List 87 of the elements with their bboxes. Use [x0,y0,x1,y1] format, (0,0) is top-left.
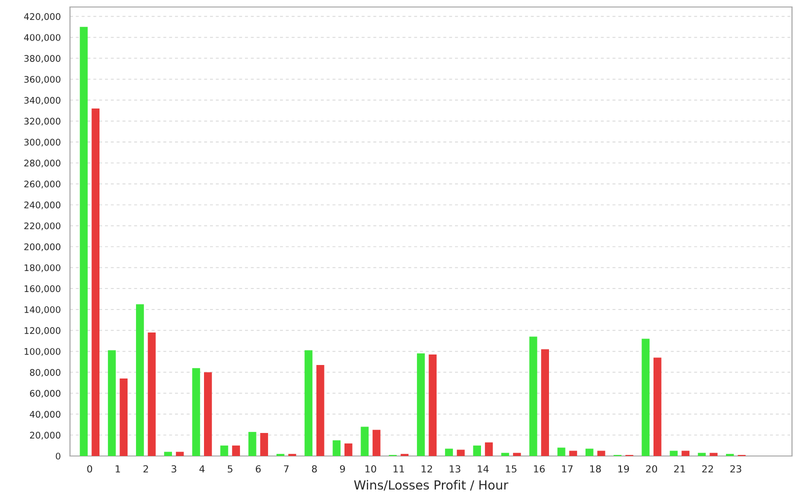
y-tick-label: 220,000 [24,222,60,230]
x-tick-label: 19 [618,465,629,473]
bar [304,350,312,456]
bar [360,426,369,456]
y-tick-label: 0 [56,452,60,460]
x-tick-label: 17 [562,465,573,472]
bar [416,353,425,456]
y-tick-label: 340,000 [24,96,60,105]
y-tick-label: 260,000 [24,180,60,188]
x-tick-label: 9 [340,465,345,473]
bar [456,450,465,456]
bar [642,338,650,456]
bar [192,368,200,456]
x-tick-label: 2 [143,465,148,472]
y-tick-label: 20,000 [30,432,60,440]
y-tick-label: 80,000 [30,369,60,377]
bar [92,108,100,456]
bar [204,372,212,456]
bar [148,332,156,456]
bar [164,452,172,456]
x-tick-label: 13 [450,465,460,473]
bar [108,350,116,456]
bar [710,452,718,456]
x-tick-label: 15 [506,465,516,473]
x-tick-label: 22 [702,465,713,472]
y-tick-label: 140,000 [24,306,60,314]
x-tick-label: 20 [646,465,658,473]
x-tick-label: 12 [422,465,432,472]
y-tick-label: 120,000 [24,327,60,335]
bar [344,443,352,456]
y-tick-label: 360,000 [24,76,60,84]
y-tick-label: 200,000 [24,243,60,252]
bar [120,378,128,456]
x-tick-label: 14 [478,465,489,472]
x-tick-label: 6 [256,465,261,473]
x-tick-label: 0 [87,465,92,473]
bar [597,450,606,456]
bar [682,450,690,456]
bar [316,364,324,456]
bar [670,450,678,456]
bar [654,358,662,456]
bar [586,448,594,456]
x-tick-label: 4 [199,465,205,472]
y-tick-label: 180,000 [24,264,60,272]
bar [428,354,437,456]
x-tick-label: 10 [365,465,376,473]
x-tick-label: 23 [730,465,742,473]
bar [541,349,549,456]
x-tick-label: 5 [228,465,232,473]
y-tick-label: 420,000 [24,13,60,21]
y-tick-label: 240,000 [24,202,60,210]
bar [569,450,578,456]
y-tick-label: 160,000 [24,285,60,294]
bar [698,452,706,456]
bar [80,26,88,456]
y-tick-label: 40,000 [30,410,60,419]
bar [136,304,144,456]
x-tick-label: 18 [590,465,601,473]
bar [473,446,482,456]
bar [529,336,538,456]
bar [513,452,521,456]
y-tick-label: 320,000 [24,118,60,126]
x-tick-label: 16 [534,465,545,473]
bar [501,452,510,456]
y-tick-label: 300,000 [24,138,60,146]
bar [484,442,493,456]
x-tick-label: 8 [312,465,317,473]
bar [372,430,380,456]
x-tick-label: 11 [394,465,404,472]
bar [557,448,566,456]
x-tick-label: 21 [674,465,685,472]
x-tick-label: 3 [172,465,176,473]
bar [176,452,184,456]
y-tick-label: 380,000 [24,55,60,63]
bar [260,432,268,456]
y-tick-label: 280,000 [24,160,60,168]
y-tick-label: 400,000 [24,34,60,42]
x-axis-title: Wins/Losses Profit / Hour [354,480,508,491]
x-tick-label: 1 [116,465,120,472]
bar [445,448,453,456]
bar [220,446,228,456]
bar [332,440,341,456]
y-tick-label: 100,000 [24,348,60,356]
x-tick-label: 7 [284,465,289,472]
bar [248,432,256,456]
y-tick-label: 60,000 [30,390,60,398]
bar [232,446,240,456]
